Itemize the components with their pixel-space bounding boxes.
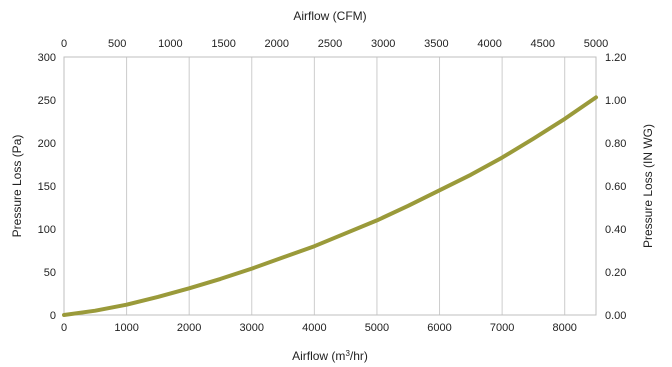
x-tick-label: 6000: [427, 322, 451, 334]
x-axis-title: Airflow (m3/hr): [292, 349, 368, 363]
x-axis-ticks: 0 1000 2000 3000 4000 5000 6000 7000 8000: [61, 322, 577, 334]
x2-tick-label: 2500: [318, 38, 342, 50]
x-tick-label: 0: [61, 322, 67, 334]
y2-tick-label: 0.80: [605, 138, 626, 150]
x2-tick-label: 500: [108, 38, 126, 50]
x-tick-label: 2000: [177, 322, 201, 334]
y-tick-label: 150: [38, 181, 56, 193]
x-axis-title-main: Airflow (m: [292, 349, 345, 363]
x-tick-label: 7000: [490, 322, 514, 334]
x-tick-label: 5000: [365, 322, 389, 334]
y2-axis-ticks: 0.00 0.20 0.40 0.60 0.80 1.00 1.20: [605, 52, 626, 322]
y-axis-title: Pressure Loss (Pa): [10, 135, 24, 238]
y2-tick-label: 0.60: [605, 181, 626, 193]
x-tick-label: 8000: [552, 322, 576, 334]
x2-axis-title: Airflow (CFM): [293, 9, 366, 23]
y-tick-label: 50: [44, 267, 56, 279]
x-axis-title-end: /hr): [350, 349, 368, 363]
x2-tick-label: 4500: [531, 38, 555, 50]
y2-tick-label: 1.00: [605, 95, 626, 107]
y2-tick-label: 0.40: [605, 224, 626, 236]
x2-tick-label: 3000: [371, 38, 395, 50]
y-tick-label: 200: [38, 138, 56, 150]
x2-tick-label: 3500: [424, 38, 448, 50]
x2-tick-label: 2000: [265, 38, 289, 50]
x2-tick-label: 0: [61, 38, 67, 50]
grid-lines: [126, 57, 566, 315]
y-tick-label: 100: [38, 224, 56, 236]
y-tick-label: 300: [38, 52, 56, 64]
x-axis-title-sup: 3: [345, 349, 350, 358]
y-axis-ticks: 0 50 100 150 200 250 300: [38, 52, 56, 322]
plot-area: [63, 56, 597, 316]
series-line: [62, 95, 598, 317]
y-tick-label: 0: [50, 310, 56, 322]
x-tick-label: 3000: [240, 322, 264, 334]
y2-tick-label: 0.20: [605, 267, 626, 279]
x2-tick-label: 5000: [584, 38, 608, 50]
x2-tick-label: 1500: [211, 38, 235, 50]
y2-tick-label: 0.00: [605, 310, 626, 322]
x2-tick-label: 1000: [158, 38, 182, 50]
x2-axis-ticks: 0 500 1000 1500 2000 2500 3000 3500 4000 4500 5000: [61, 38, 608, 50]
y-tick-label: 250: [38, 95, 56, 107]
x-tick-label: 1000: [114, 322, 138, 334]
x-tick-label: 4000: [302, 322, 326, 334]
x2-tick-label: 4000: [477, 38, 501, 50]
y2-tick-label: 1.20: [605, 52, 626, 64]
y2-axis-title: Pressure Loss (IN WG): [641, 124, 655, 248]
